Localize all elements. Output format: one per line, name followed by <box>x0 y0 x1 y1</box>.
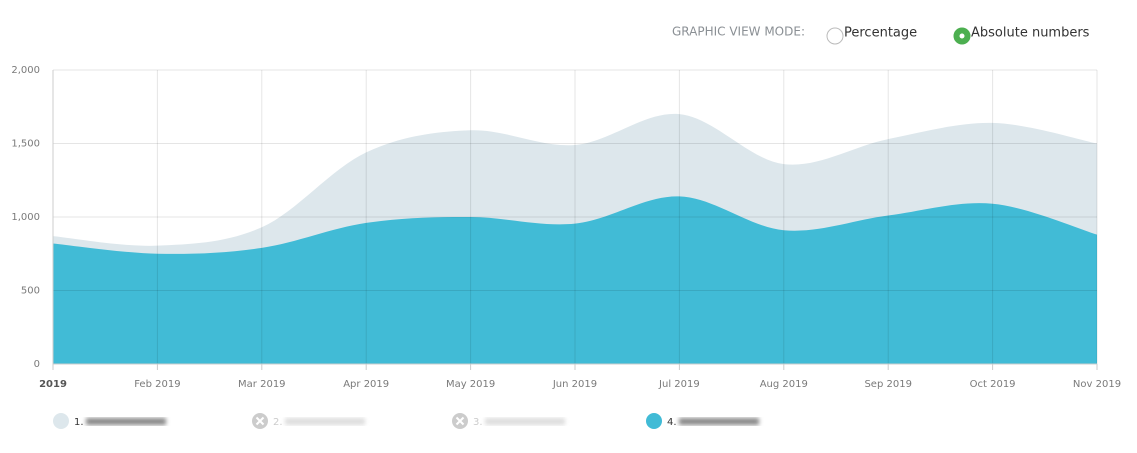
x-tick-label: Sep 2019 <box>864 379 911 390</box>
x-tick-label: May 2019 <box>446 379 495 390</box>
legend-marker[interactable] <box>53 413 69 429</box>
legend-marker[interactable] <box>646 413 662 429</box>
y-tick-label: 0 <box>34 359 40 370</box>
legend-name-blurred <box>86 418 166 425</box>
radio-button[interactable] <box>826 27 844 45</box>
radio-dot <box>959 33 965 39</box>
legend-label[interactable]: 4. <box>667 417 677 428</box>
legend-off-icon <box>455 416 465 426</box>
y-tick-label: 500 <box>21 286 40 297</box>
radio-label[interactable]: Percentage <box>844 26 917 41</box>
legend-label[interactable]: 1. <box>74 417 84 428</box>
x-tick-label: Aug 2019 <box>760 379 808 390</box>
legend-name-blurred <box>485 418 565 425</box>
x-tick-label: Oct 2019 <box>970 379 1016 390</box>
x-tick-label: Feb 2019 <box>134 379 180 390</box>
legend-name-blurred <box>679 418 759 425</box>
legend-label[interactable]: 3. <box>473 417 483 428</box>
x-tick-label: Mar 2019 <box>238 379 286 390</box>
y-tick-label: 1,500 <box>11 139 40 150</box>
legend-label[interactable]: 2. <box>273 417 283 428</box>
y-tick-label: 1,000 <box>11 212 40 223</box>
x-tick-label: Jul 2019 <box>658 379 700 390</box>
x-tick-label: Jun 2019 <box>552 379 597 390</box>
x-tick-label: Apr 2019 <box>343 379 389 390</box>
view-mode-label: GRAPHIC VIEW MODE: <box>672 25 805 39</box>
y-tick-label: 2,000 <box>11 65 40 76</box>
area <box>53 196 1097 364</box>
radio-label[interactable]: Absolute numbers <box>971 26 1090 41</box>
x-tick-label: 2019 <box>39 379 67 390</box>
x-tick-label: Nov 2019 <box>1073 379 1121 390</box>
legend-name-blurred <box>285 418 365 425</box>
legend-off-icon <box>255 416 265 426</box>
